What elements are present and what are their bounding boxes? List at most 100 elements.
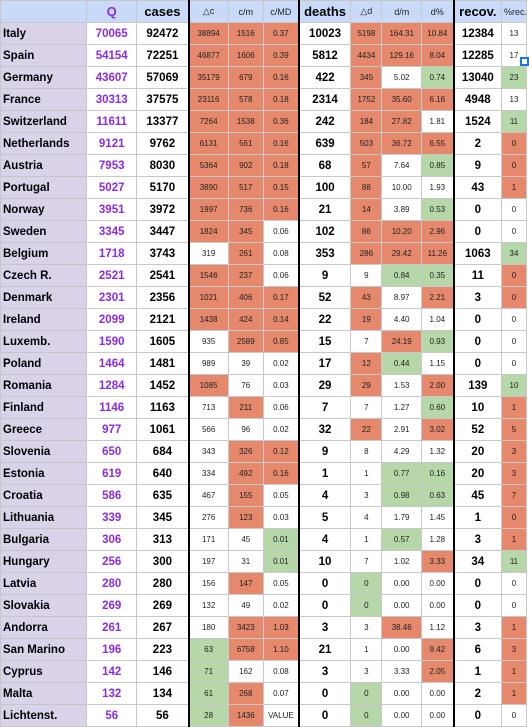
q-cell[interactable]: 3345 [86, 220, 138, 243]
deaths-cell[interactable]: 52 [298, 286, 352, 309]
cases-cell[interactable]: 8030 [136, 154, 190, 177]
deaths-cell[interactable]: 22 [298, 308, 352, 331]
death-percent-cell[interactable]: 11.26 [420, 242, 455, 265]
delta-deaths-cell[interactable]: 14 [350, 198, 383, 221]
delta-cases-cell[interactable]: 1824 [188, 220, 229, 243]
cases-per-million-cell[interactable]: 261 [227, 242, 264, 265]
cases-cell[interactable]: 1481 [136, 352, 190, 375]
cases-cell[interactable]: 2121 [136, 308, 190, 331]
recovered-cell[interactable]: 0 [453, 704, 502, 727]
q-cell[interactable]: 2099 [86, 308, 138, 331]
delta-deaths-cell[interactable]: 1 [350, 638, 383, 661]
delta-deaths-cell[interactable]: 1752 [350, 88, 383, 111]
recovered-percent-cell[interactable]: 1 [500, 660, 528, 683]
deaths-cell[interactable]: 1 [298, 462, 352, 485]
country-cell[interactable]: Andorra [0, 616, 88, 639]
deaths-per-million-cell[interactable]: 0.98 [381, 484, 422, 507]
deaths-cell[interactable]: 17 [298, 352, 352, 375]
death-percent-cell[interactable]: 2.05 [420, 660, 455, 683]
deaths-per-million-cell[interactable]: 29.42 [381, 242, 422, 265]
death-percent-cell[interactable]: 9.42 [420, 638, 455, 661]
death-percent-cell[interactable]: 6.55 [420, 132, 455, 155]
deaths-cell[interactable]: 9 [298, 264, 352, 287]
recovered-percent-cell[interactable]: 3 [500, 462, 528, 485]
cases-cell[interactable]: 146 [136, 660, 190, 683]
cases-per-million-cell[interactable]: 96 [227, 418, 264, 441]
death-percent-cell[interactable]: 1.28 [420, 528, 455, 551]
deaths-per-million-cell[interactable]: 129.16 [381, 44, 422, 67]
delta-deaths-cell[interactable]: 0 [350, 682, 383, 705]
delta-deaths-cell[interactable]: 345 [350, 66, 383, 89]
recovered-cell[interactable]: 3 [453, 528, 502, 551]
cases-per-million-cell[interactable]: 902 [227, 154, 264, 177]
delta-deaths-cell[interactable]: 22 [350, 418, 383, 441]
country-cell[interactable]: Netherlands [0, 132, 88, 155]
cases-cell[interactable]: 267 [136, 616, 190, 639]
cases-per-million-cell[interactable]: 406 [227, 286, 264, 309]
country-cell[interactable]: Finland [0, 396, 88, 419]
cases-per-million-cell[interactable]: 162 [227, 660, 264, 683]
q-cell[interactable]: 43607 [86, 66, 138, 89]
cases-per-md-cell[interactable]: 0.85 [262, 330, 300, 353]
cases-cell[interactable]: 635 [136, 484, 190, 507]
death-percent-cell[interactable]: 0.93 [420, 330, 455, 353]
delta-cases-cell[interactable]: 1085 [188, 374, 229, 397]
cases-per-md-cell[interactable]: 0.08 [262, 660, 300, 683]
delta-cases-cell[interactable]: 467 [188, 484, 229, 507]
cases-per-million-cell[interactable]: 211 [227, 396, 264, 419]
delta-cases-cell[interactable]: 171 [188, 528, 229, 551]
q-cell[interactable]: 586 [86, 484, 138, 507]
delta-cases-cell[interactable]: 38894 [188, 22, 229, 45]
delta-deaths-cell[interactable]: 12 [350, 352, 383, 375]
delta-deaths-cell[interactable]: 3 [350, 660, 383, 683]
header-deaths[interactable]: deaths [298, 0, 352, 23]
death-percent-cell[interactable]: 0.00 [420, 594, 455, 617]
recovered-percent-cell[interactable]: 0 [500, 330, 528, 353]
recovered-percent-cell[interactable]: 1 [500, 682, 528, 705]
delta-deaths-cell[interactable]: 43 [350, 286, 383, 309]
recovered-cell[interactable]: 20 [453, 440, 502, 463]
cases-per-md-cell[interactable]: 0.01 [262, 528, 300, 551]
q-cell[interactable]: 3951 [86, 198, 138, 221]
delta-deaths-cell[interactable]: 0 [350, 594, 383, 617]
cases-per-million-cell[interactable]: 2589 [227, 330, 264, 353]
death-percent-cell[interactable]: 0.63 [420, 484, 455, 507]
deaths-per-million-cell[interactable]: 35.60 [381, 88, 422, 111]
recovered-cell[interactable]: 1524 [453, 110, 502, 133]
deaths-cell[interactable]: 3 [298, 616, 352, 639]
country-cell[interactable]: Czech R. [0, 264, 88, 287]
header-deaths-per-million[interactable]: d/m [381, 0, 422, 23]
q-cell[interactable]: 1590 [86, 330, 138, 353]
q-cell[interactable]: 2301 [86, 286, 138, 309]
cases-per-md-cell[interactable]: 0.06 [262, 264, 300, 287]
deaths-per-million-cell[interactable]: 1.53 [381, 374, 422, 397]
death-percent-cell[interactable]: 0.74 [420, 66, 455, 89]
death-percent-cell[interactable]: 1.45 [420, 506, 455, 529]
q-cell[interactable]: 5027 [86, 176, 138, 199]
country-cell[interactable]: Ireland [0, 308, 88, 331]
death-percent-cell[interactable]: 2.00 [420, 374, 455, 397]
recovered-percent-cell[interactable]: 11 [500, 550, 528, 573]
death-percent-cell[interactable]: 0.35 [420, 264, 455, 287]
country-cell[interactable]: Italy [0, 22, 88, 45]
delta-cases-cell[interactable]: 61 [188, 682, 229, 705]
deaths-per-million-cell[interactable]: 24.19 [381, 330, 422, 353]
cases-cell[interactable]: 313 [136, 528, 190, 551]
deaths-per-million-cell[interactable]: 0.00 [381, 594, 422, 617]
delta-deaths-cell[interactable]: 5198 [350, 22, 383, 45]
deaths-per-million-cell[interactable]: 7.64 [381, 154, 422, 177]
recovered-percent-cell[interactable]: 3 [500, 440, 528, 463]
recovered-percent-cell[interactable]: 1 [500, 176, 528, 199]
q-cell[interactable]: 7953 [86, 154, 138, 177]
delta-deaths-cell[interactable]: 503 [350, 132, 383, 155]
death-percent-cell[interactable]: 1.12 [420, 616, 455, 639]
recovered-percent-cell[interactable]: 1 [500, 396, 528, 419]
death-percent-cell[interactable]: 1.32 [420, 440, 455, 463]
deaths-per-million-cell[interactable]: 0.00 [381, 682, 422, 705]
q-cell[interactable]: 280 [86, 572, 138, 595]
cases-cell[interactable]: 345 [136, 506, 190, 529]
delta-cases-cell[interactable]: 7264 [188, 110, 229, 133]
country-cell[interactable]: Latvia [0, 572, 88, 595]
cases-per-million-cell[interactable]: 679 [227, 66, 264, 89]
recovered-percent-cell[interactable]: 3 [500, 638, 528, 661]
